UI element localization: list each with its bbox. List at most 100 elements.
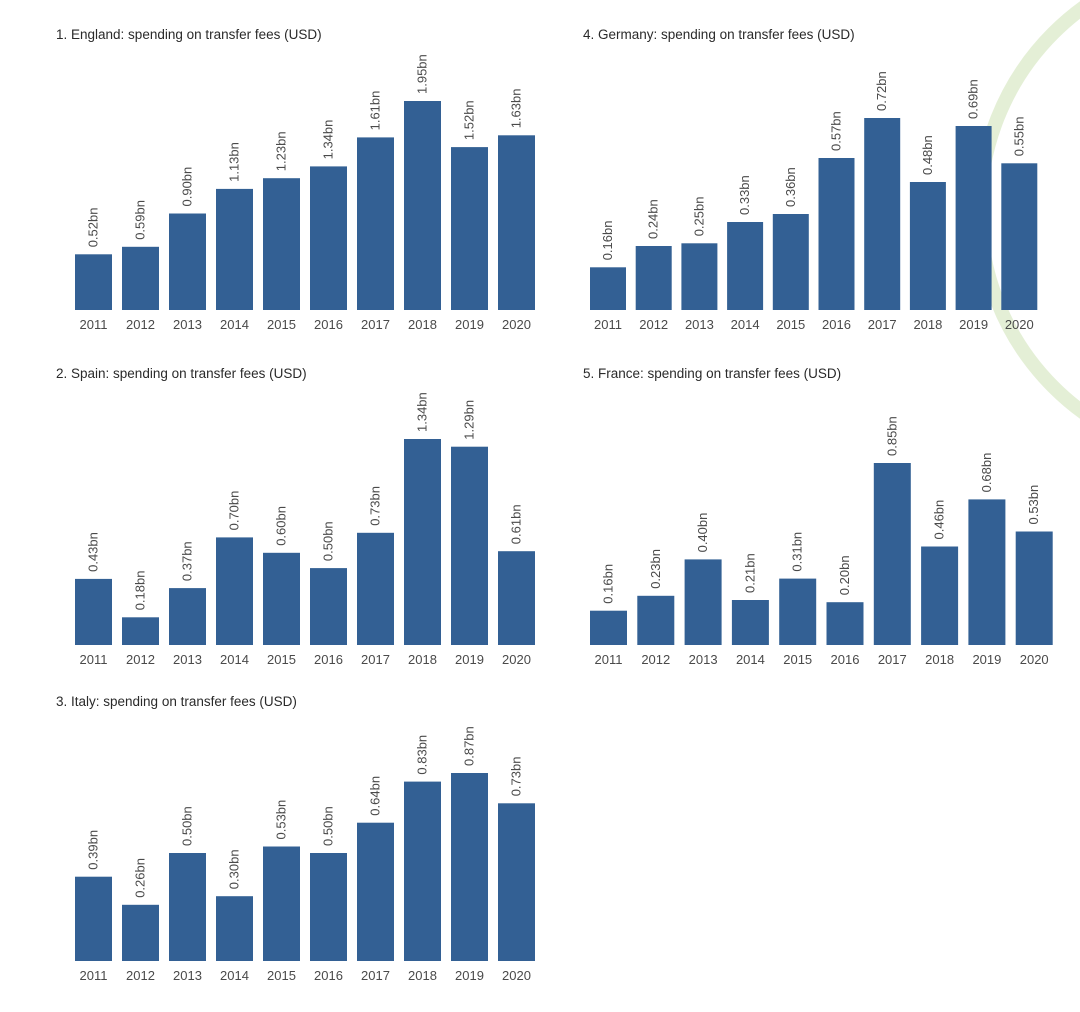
bar-spain-2018 [404,439,441,645]
bar-germany-2020 [1001,163,1038,310]
x-tick-england-2011: 2011 [80,317,108,332]
bar-spain-2019 [451,446,488,645]
value-label-germany-2011: 0.16bn [600,221,615,261]
value-label-spain-2020: 0.61bn [509,504,524,544]
value-label-spain-2019: 1.29bn [462,400,477,440]
x-tick-germany-2014: 2014 [731,317,760,332]
bar-england-2013 [169,213,206,310]
value-label-germany-2018: 0.48bn [920,135,935,175]
value-label-spain-2015: 0.60bn [274,506,289,546]
x-tick-italy-2013: 2013 [173,968,202,983]
x-tick-spain-2020: 2020 [502,652,531,667]
x-tick-italy-2015: 2015 [267,968,296,983]
bar-france-2013 [684,559,722,645]
bar-germany-2014 [727,222,764,310]
value-label-france-2011: 0.16bn [601,564,616,604]
bar-germany-2013 [681,243,718,310]
x-tick-spain-2016: 2016 [314,652,343,667]
bar-england-2020 [498,135,535,310]
bar-england-2014 [216,188,253,310]
x-tick-italy-2020: 2020 [502,968,531,983]
value-label-england-2015: 1.23bn [274,131,289,171]
x-tick-france-2018: 2018 [925,652,954,667]
x-tick-germany-2020: 2020 [1005,317,1034,332]
value-label-germany-2016: 0.57bn [829,111,844,151]
value-label-england-2017: 1.61bn [368,91,383,131]
x-tick-spain-2013: 2013 [173,652,202,667]
x-tick-italy-2018: 2018 [408,968,437,983]
bar-england-2016 [310,166,347,310]
bar-france-2011 [590,610,627,645]
x-tick-germany-2019: 2019 [959,317,988,332]
value-label-germany-2015: 0.36bn [783,167,798,207]
x-tick-france-2013: 2013 [689,652,718,667]
value-label-italy-2019: 0.87bn [462,726,477,766]
value-label-italy-2015: 0.53bn [274,800,289,840]
bar-spain-2011 [75,578,112,645]
bar-italy-2017 [357,822,394,961]
value-label-spain-2012: 0.18bn [133,571,148,611]
x-tick-england-2014: 2014 [220,317,249,332]
value-label-england-2011: 0.52bn [86,208,101,248]
x-tick-france-2019: 2019 [972,652,1001,667]
chart-title-england: 1. England: spending on transfer fees (U… [56,27,322,42]
bar-chart-spain: 0.43bn 2011 0.18bn 2012 0.37bn 2013 0.70bn 2014… [75,392,535,667]
value-label-france-2014: 0.21bn [742,553,757,593]
value-label-england-2016: 1.34bn [321,120,336,160]
value-label-england-2014: 1.13bn [227,142,242,182]
value-label-italy-2014: 0.30bn [227,849,242,889]
bar-italy-2013 [169,853,206,961]
bar-england-2019 [451,147,488,310]
value-label-france-2015: 0.31bn [790,532,805,572]
x-tick-germany-2013: 2013 [685,317,714,332]
value-label-england-2013: 0.90bn [180,167,195,207]
value-label-germany-2017: 0.72bn [874,71,889,111]
bar-germany-2015 [772,214,809,310]
chart-title-france: 5. France: spending on transfer fees (US… [583,366,842,381]
value-label-spain-2016: 0.50bn [321,521,336,561]
value-label-italy-2020: 0.73bn [509,757,524,797]
bar-germany-2017 [864,118,901,310]
value-label-france-2018: 0.46bn [932,500,947,540]
value-label-england-2012: 0.59bn [133,200,148,240]
bar-italy-2016 [310,853,347,961]
value-label-spain-2014: 0.70bn [227,491,242,531]
bar-italy-2018 [404,781,441,961]
x-tick-germany-2011: 2011 [594,317,622,332]
bar-france-2015 [779,578,817,645]
value-label-france-2019: 0.68bn [979,453,994,493]
value-label-germany-2020: 0.55bn [1011,117,1026,157]
bar-germany-2018 [909,182,946,310]
bar-italy-2012 [122,904,159,961]
x-tick-spain-2019: 2019 [455,652,484,667]
bar-england-2018 [404,101,441,310]
bar-spain-2014 [216,537,253,645]
bar-spain-2013 [169,588,206,645]
x-tick-germany-2015: 2015 [776,317,805,332]
x-tick-england-2018: 2018 [408,317,437,332]
x-tick-england-2016: 2016 [314,317,343,332]
x-tick-france-2015: 2015 [783,652,812,667]
chart-title-germany: 4. Germany: spending on transfer fees (U… [583,27,855,42]
x-tick-italy-2014: 2014 [220,968,249,983]
value-label-france-2012: 0.23bn [648,549,663,589]
x-tick-france-2012: 2012 [641,652,670,667]
x-tick-england-2020: 2020 [502,317,531,332]
x-tick-england-2013: 2013 [173,317,202,332]
bar-germany-2019 [955,126,992,310]
bar-france-2016 [826,602,864,645]
value-label-italy-2016: 0.50bn [321,806,336,846]
x-tick-italy-2011: 2011 [80,968,108,983]
x-tick-france-2016: 2016 [831,652,860,667]
value-label-italy-2017: 0.64bn [368,776,383,816]
bar-england-2015 [263,178,300,310]
bar-france-2014 [731,600,769,645]
bar-france-2018 [921,546,959,645]
bar-spain-2017 [357,532,394,645]
x-tick-spain-2018: 2018 [408,652,437,667]
bar-chart-germany: 0.16bn 2011 0.24bn 2012 0.25bn 2013 0.33bn 2014… [590,71,1038,332]
bar-spain-2015 [263,552,300,645]
value-label-spain-2017: 0.73bn [368,486,383,526]
x-tick-england-2017: 2017 [361,317,390,332]
bar-chart-england: 0.52bn 2011 0.59bn 2012 0.90bn 2013 1.13bn 2014… [75,54,535,332]
